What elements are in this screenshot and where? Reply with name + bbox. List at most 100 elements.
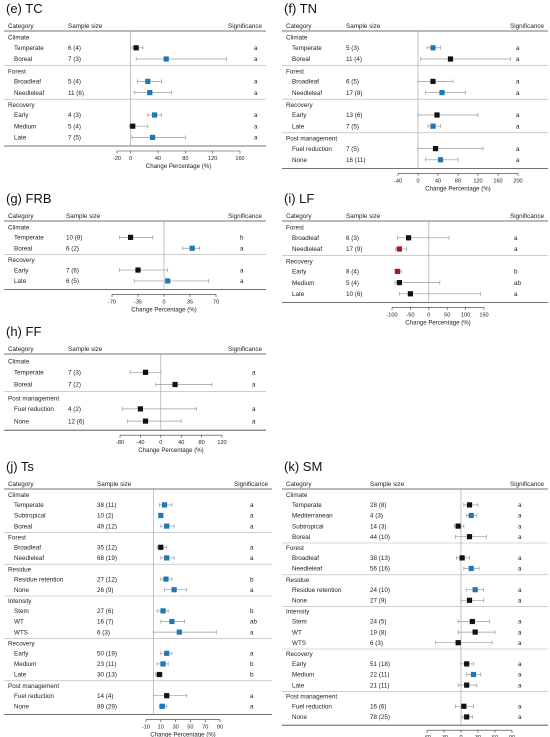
row-label: Medium — [292, 672, 314, 679]
row-sample-size: 27 (12) — [97, 576, 117, 583]
group-label: Recovery — [8, 641, 35, 648]
row-significance: a — [518, 704, 522, 711]
mean-marker — [171, 587, 177, 593]
row-sample-size: 14 (4) — [97, 693, 113, 700]
group-label: Forest — [286, 225, 304, 232]
header-significance: Significance — [510, 23, 544, 30]
row-significance: a — [516, 90, 520, 97]
row-label: Fuel reduction — [292, 146, 332, 153]
x-tick-label: 120 — [217, 440, 226, 446]
row-label: None — [14, 587, 30, 594]
row-label: Broadleaf — [292, 555, 319, 562]
header-category: Category — [286, 213, 312, 220]
row-label: Temperate — [292, 45, 322, 52]
row-sample-size: 51 (18) — [370, 661, 390, 668]
x-tick-label: 0 — [159, 440, 162, 446]
row-sample-size: 6 (3) — [97, 629, 110, 636]
x-tick-label: 90 — [509, 735, 515, 737]
row-sample-size: 5 (4) — [68, 123, 81, 130]
x-tick-label: 0 — [129, 156, 132, 162]
x-tick-label: 150 — [479, 312, 488, 318]
group-label: Residue — [286, 577, 310, 584]
row-label: Temperate — [14, 370, 44, 377]
row-sample-size: 6 (2) — [66, 245, 79, 252]
mean-marker — [164, 523, 170, 529]
row-sample-size: 5 (4) — [68, 79, 81, 86]
row-significance: b — [250, 576, 254, 583]
row-label: Temperate — [14, 45, 44, 52]
mean-marker — [142, 418, 149, 424]
row-label: Subtropical — [14, 513, 46, 520]
row-label: Temperate — [292, 502, 322, 509]
mean-marker — [189, 245, 195, 251]
mean-marker — [430, 123, 436, 129]
group-label: Post management — [286, 136, 337, 143]
x-tick-label: -80 — [116, 440, 124, 446]
row-significance: a — [252, 382, 256, 389]
panel-title: (k) SM — [284, 459, 322, 474]
group-label: Recovery — [8, 257, 35, 264]
row-label: Late — [14, 135, 27, 142]
row-significance: b — [250, 608, 254, 615]
row-sample-size: 11 (4) — [346, 56, 362, 63]
row-label: Needleleaf — [292, 566, 322, 573]
group-label: Intensity — [8, 598, 32, 605]
panel-title: (h) FF — [6, 324, 41, 339]
row-sample-size: 6 (4) — [68, 45, 81, 52]
row-sample-size: 38 (13) — [370, 555, 390, 562]
mean-marker — [469, 618, 475, 625]
x-tick-label: 70 — [213, 299, 219, 305]
header-category: Category — [286, 23, 312, 30]
row-significance: a — [518, 598, 522, 605]
mean-marker — [145, 78, 151, 84]
row-sample-size: 10 (2) — [97, 513, 113, 520]
row-sample-size: 27 (6) — [97, 608, 113, 615]
header-category: Category — [8, 213, 34, 220]
row-significance: b — [240, 235, 244, 242]
row-significance: a — [240, 267, 244, 274]
group-label: Forest — [8, 535, 26, 542]
panel-h: (h) FF Category Sample size Significance Cli… — [4, 324, 266, 454]
row-sample-size: 16 (11) — [346, 157, 365, 164]
mean-marker — [163, 576, 169, 582]
row-sample-size: 6 (5) — [346, 79, 359, 86]
mean-marker — [149, 134, 156, 140]
row-significance: a — [518, 555, 522, 562]
group-label: Climate — [8, 224, 30, 231]
row-significance: a — [516, 45, 520, 52]
row-label: Temperate — [14, 235, 44, 242]
x-tick-label: 30 — [475, 735, 481, 737]
mean-marker — [472, 587, 478, 593]
row-label: Broadleaf — [292, 235, 319, 242]
mean-marker — [434, 112, 440, 118]
row-significance: a — [518, 502, 522, 509]
x-tick-label: 0 — [427, 312, 430, 318]
mean-marker — [464, 714, 470, 720]
row-significance: a — [516, 123, 520, 130]
group-label: Intensity — [286, 609, 310, 616]
mean-marker — [160, 608, 166, 614]
row-sample-size: 35 (12) — [97, 545, 117, 552]
row-significance: a — [250, 693, 254, 700]
row-label: Residue retention — [292, 587, 342, 594]
group-label: Climate — [286, 35, 308, 42]
row-label: WTS — [292, 640, 306, 647]
x-tick-label: 120 — [473, 178, 482, 184]
x-tick-label: -40 — [136, 440, 144, 446]
x-tick-label: -30 — [440, 735, 448, 737]
row-significance: b — [250, 661, 254, 668]
row-label: Medium — [14, 123, 36, 130]
row-label: Late — [292, 291, 305, 298]
x-tick-label: 100 — [461, 312, 470, 318]
row-label: Boreal — [14, 382, 32, 389]
row-significance: a — [518, 523, 522, 530]
row-significance: a — [514, 246, 518, 253]
row-significance: a — [240, 245, 244, 252]
row-significance: a — [514, 291, 518, 298]
row-significance: a — [518, 587, 522, 594]
x-tick-label: 40 — [435, 178, 441, 184]
row-sample-size: 56 (16) — [370, 566, 390, 573]
row-sample-size: 6 (3) — [370, 640, 383, 647]
x-tick-label: -70 — [108, 299, 116, 305]
